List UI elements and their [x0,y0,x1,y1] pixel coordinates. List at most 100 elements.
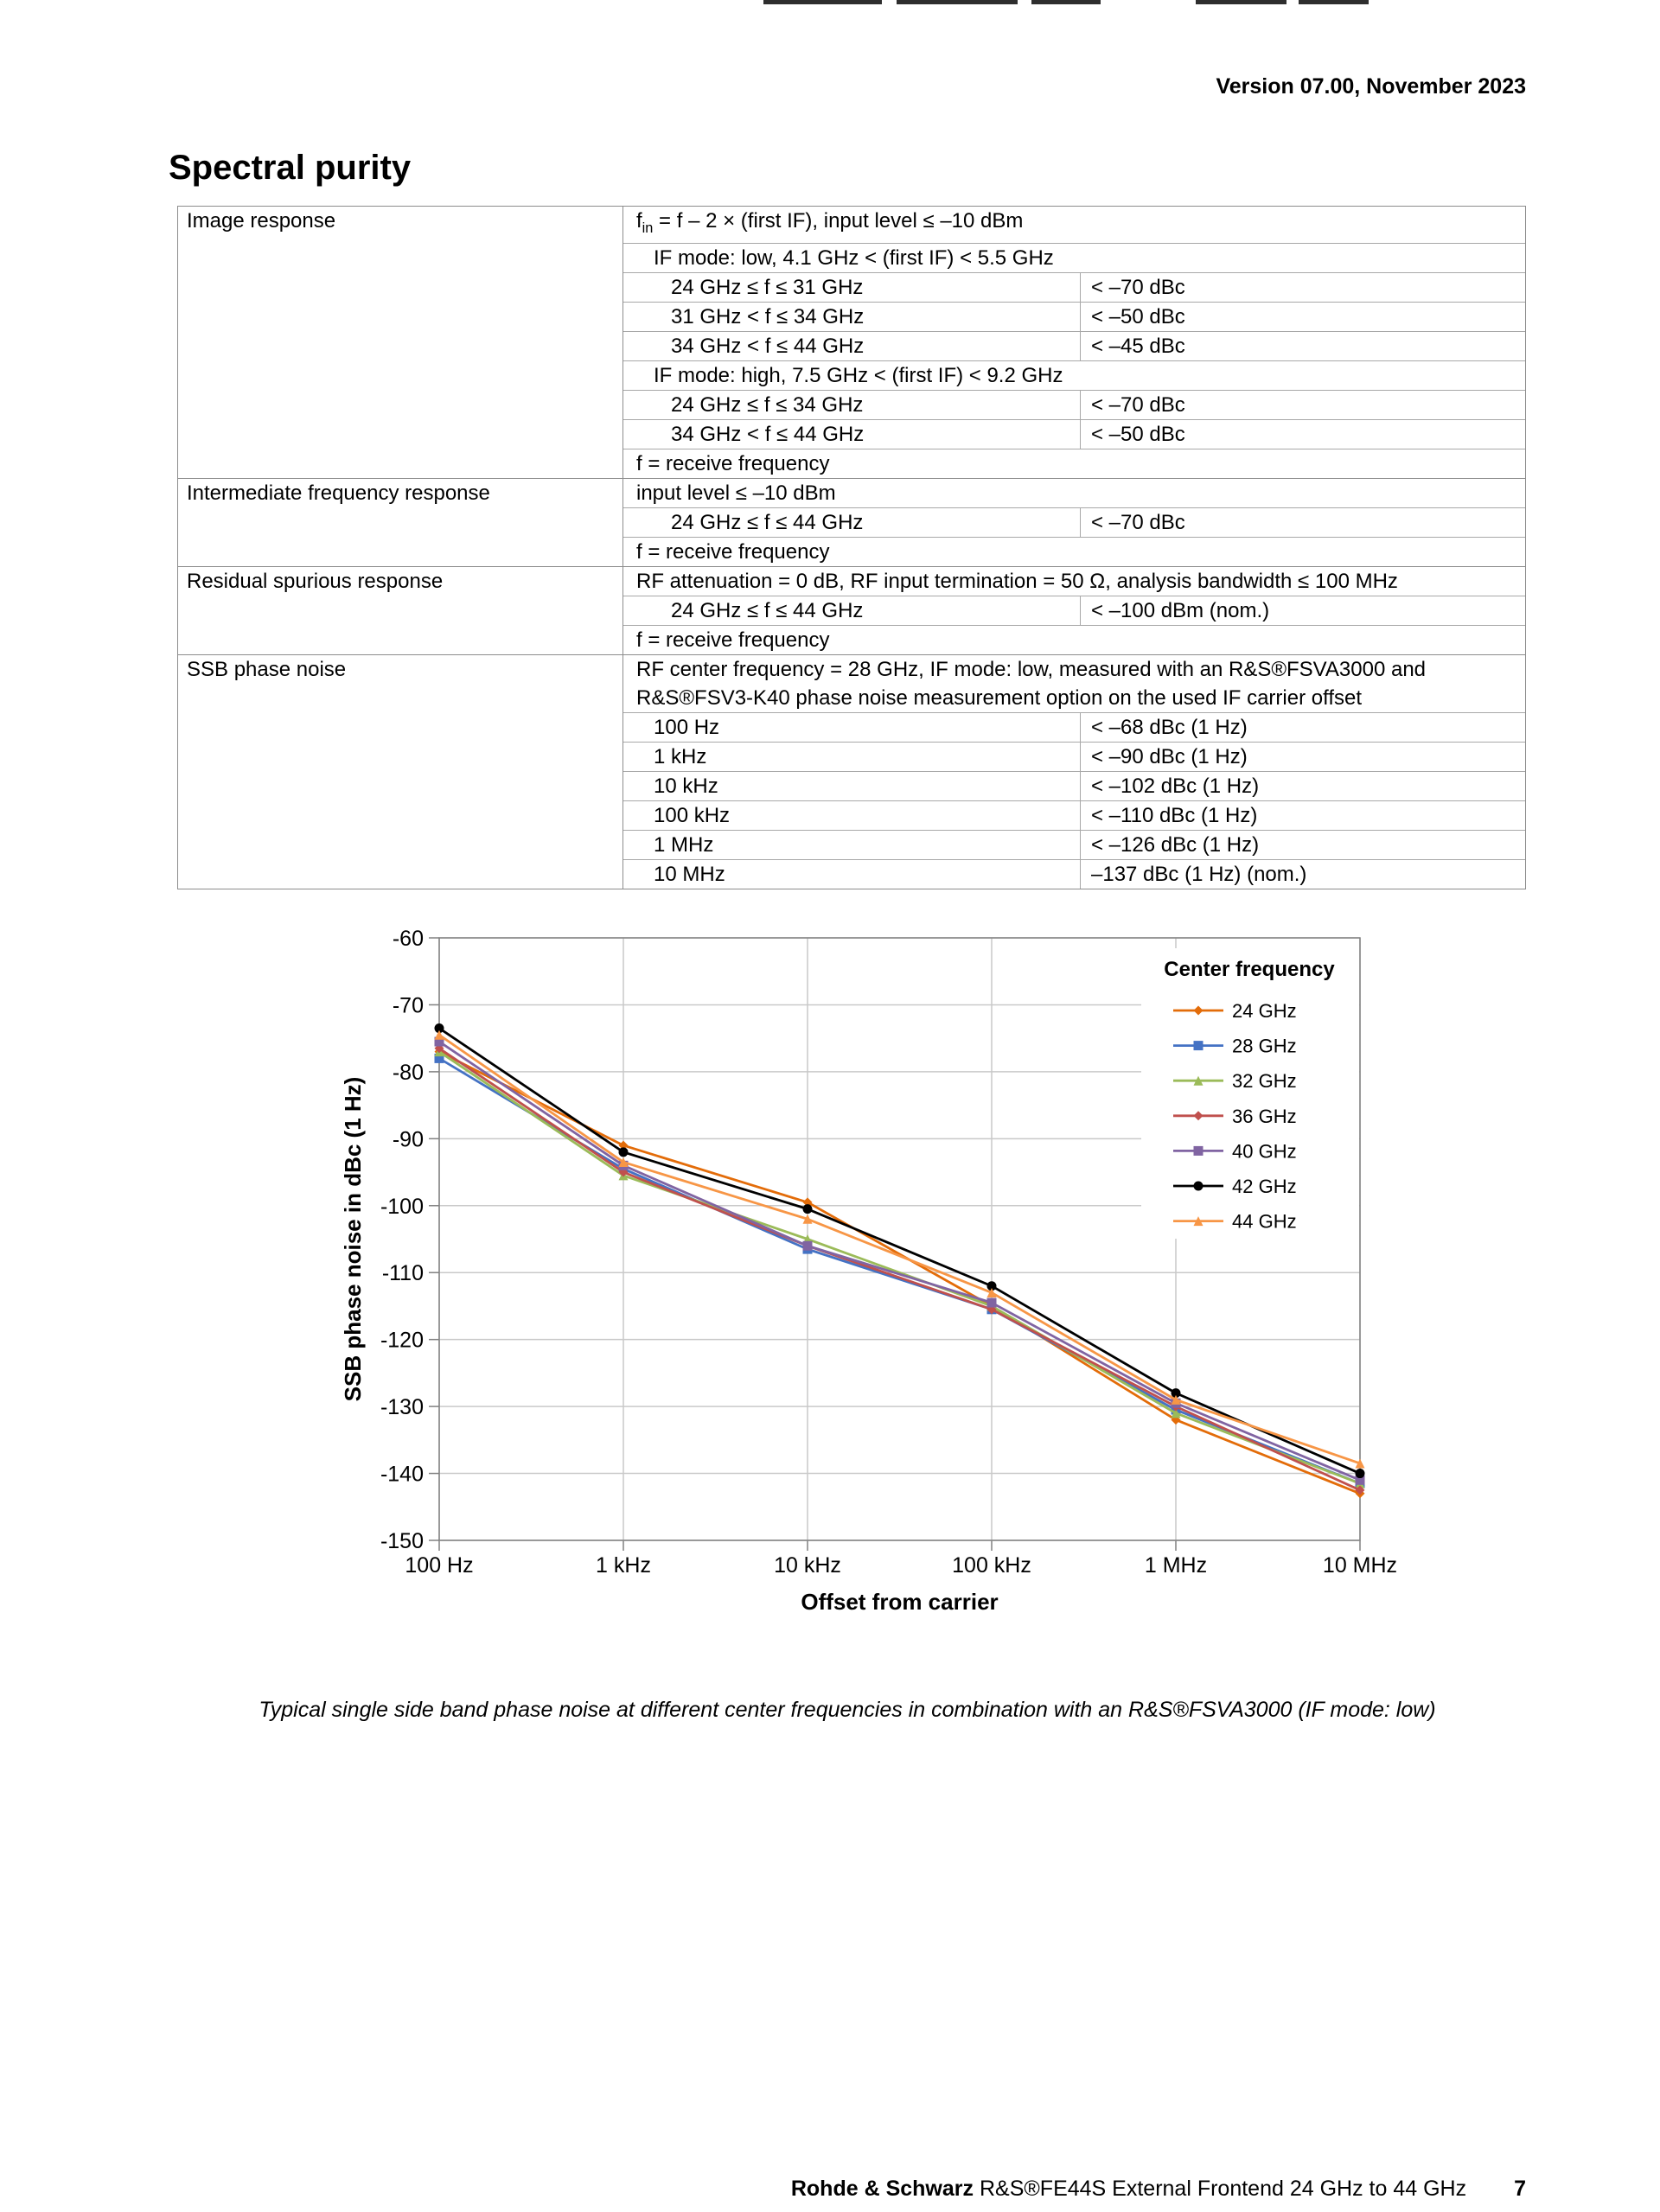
artifact-bar [1196,0,1286,4]
x-tick-label: 100 kHz [952,1553,1031,1578]
series-marker [1193,1041,1204,1051]
series-marker [1355,1458,1365,1469]
legend-title: Center frequency [1164,958,1335,981]
series-marker [802,1204,813,1214]
series-marker [1193,1181,1204,1191]
legend-label: 24 GHz [1232,1000,1297,1022]
series-marker [986,1297,997,1308]
version-line: Version 07.00, November 2023 [1216,74,1526,99]
x-tick-label: 1 kHz [596,1553,651,1578]
x-tick-label: 10 kHz [774,1553,841,1578]
y-tick-label: -130 [380,1395,424,1419]
artifact-bar [897,0,1018,4]
x-axis-title: Offset from carrier [801,1589,998,1615]
spec-value: < –110 dBc (1 Hz) [1080,800,1525,830]
spec-condition: fin = f – 2 × (first IF), input level ≤ … [636,209,1024,236]
y-tick-label: -100 [380,1195,424,1219]
y-tick-label: -140 [380,1463,424,1487]
spec-condition: 24 GHz ≤ f ≤ 44 GHz [671,598,864,622]
spec-condition: f = receive frequency [636,628,830,652]
spec-row: fin = f – 2 × (first IF), input level ≤ … [623,207,1525,244]
spec-group-label: Residual spurious response [178,566,623,654]
spec-group: Image response fin = f – 2 × (first IF), … [178,207,1525,479]
spec-value: < –102 dBc (1 Hz) [1080,771,1525,800]
spec-value: < –68 dBc (1 Hz) [1080,712,1525,742]
spec-row: RF attenuation = 0 dB, RF input terminat… [623,567,1525,596]
spec-value: < –50 dBc [1080,302,1525,331]
spec-row: 24 GHz ≤ f ≤ 31 GHz < –70 dBc [623,272,1525,303]
spec-group-label: SSB phase noise [178,654,623,889]
artifact-bar [763,0,882,4]
legend-label: 42 GHz [1232,1176,1297,1197]
spec-row: 1 kHz < –90 dBc (1 Hz) [623,742,1525,772]
spec-row: 100 kHz < –110 dBc (1 Hz) [623,800,1525,831]
spec-row: 10 MHz –137 dBc (1 Hz) (nom.) [623,859,1525,889]
series-line-44-ghz [438,1034,1361,1465]
spec-condition: RF center frequency = 28 GHz, IF mode: l… [636,657,1427,710]
y-tick-label: -150 [380,1529,424,1553]
series-marker [1171,1388,1181,1399]
legend-label: 28 GHz [1232,1036,1297,1057]
spec-row: f = receive frequency [623,538,1525,566]
footer-text: Rohde & Schwarz R&S®FE44S External Front… [791,2177,1466,2202]
spec-group-label: Image response [178,207,623,478]
legend-label: 40 GHz [1232,1140,1297,1162]
series-marker [986,1281,997,1291]
page-number: 7 [1514,2177,1526,2201]
series-marker [1171,1408,1181,1418]
spec-row: 100 Hz < –68 dBc (1 Hz) [623,712,1525,743]
spec-row: 34 GHz < f ≤ 44 GHz < –45 dBc [623,331,1525,361]
y-tick-label: -60 [393,927,424,951]
spec-value: < –126 dBc (1 Hz) [1080,830,1525,859]
spec-condition: 34 GHz < f ≤ 44 GHz [671,422,865,446]
x-tick-label: 100 Hz [405,1553,473,1578]
series-marker [434,1023,444,1034]
spec-condition: 24 GHz ≤ f ≤ 44 GHz [671,510,864,534]
series-marker [1193,1111,1204,1121]
y-tick-label: -80 [393,1061,424,1085]
chart-caption: Typical single side band phase noise at … [259,1698,1436,1722]
spec-value: < –70 dBc [1080,507,1525,537]
series-marker [1193,1216,1204,1227]
series-line-42-ghz [438,1027,1361,1475]
spec-condition: 31 GHz < f ≤ 34 GHz [671,304,865,328]
series-line-32-ghz [438,1050,1361,1485]
artifact-bar [1031,0,1101,4]
spec-group: SSB phase noise RF center frequency = 28 … [178,654,1525,889]
legend-label: 32 GHz [1232,1070,1297,1092]
page-footer: Rohde & Schwarz R&S®FE44S External Front… [791,2177,1526,2202]
spec-row: IF mode: high, 7.5 GHz < (first IF) < 9.… [623,361,1525,391]
ssb-phase-noise-chart: -60-70-80-90-100-110-120-130-140-150100 … [340,927,1397,1615]
spec-group: Residual spurious response RF attenuation… [178,566,1525,655]
spec-row: 24 GHz ≤ f ≤ 44 GHz < –100 dBm (nom.) [623,596,1525,626]
y-axis-title: SSB phase noise in dBc (1 Hz) [340,1077,366,1402]
series-marker [802,1214,813,1224]
series-marker [986,1304,997,1315]
spec-condition: 1 MHz [654,832,714,857]
spec-value: < –70 dBc [1080,390,1525,419]
series-marker [1355,1485,1365,1495]
spec-row: 10 kHz < –102 dBc (1 Hz) [623,771,1525,801]
spec-value: < –100 dBm (nom.) [1080,596,1525,625]
spec-condition: 34 GHz < f ≤ 44 GHz [671,334,865,358]
series-marker [434,1030,444,1040]
series-marker [1193,1005,1204,1016]
spec-value: < –45 dBc [1080,331,1525,360]
spec-row: f = receive frequency [623,626,1525,654]
plot-border [438,937,1361,1541]
spec-row: f = receive frequency [623,449,1525,478]
series-marker [1193,1075,1204,1086]
series-marker [618,1157,629,1167]
spec-row: 24 GHz ≤ f ≤ 44 GHz < –70 dBc [623,507,1525,538]
spec-value: < –70 dBc [1080,272,1525,302]
series-marker [1355,1475,1365,1485]
spec-condition: IF mode: high, 7.5 GHz < (first IF) < 9.… [654,363,1063,387]
spec-condition: input level ≤ –10 dBm [636,481,836,505]
x-tick-label: 10 MHz [1323,1553,1397,1578]
series-line-24-ghz [438,1050,1361,1495]
spec-row: input level ≤ –10 dBm [623,479,1525,508]
spec-row: 1 MHz < –126 dBc (1 Hz) [623,830,1525,860]
footer-brand: Rohde & Schwarz [790,2177,974,2201]
spec-row: 24 GHz ≤ f ≤ 34 GHz < –70 dBc [623,390,1525,420]
x-tick-label: 1 MHz [1145,1553,1207,1578]
